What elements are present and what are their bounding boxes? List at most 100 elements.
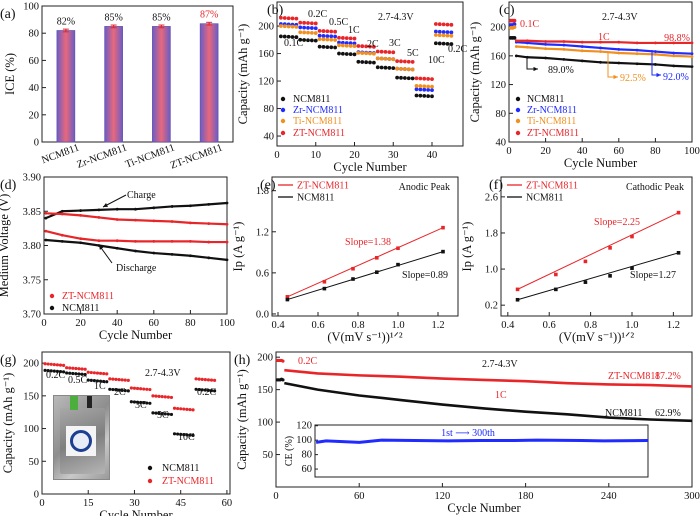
x-axis-title: Cycle Number	[333, 160, 407, 174]
data-point-NCM811	[654, 63, 657, 66]
data-point-Ti-NCM811	[445, 33, 450, 38]
data-point-Zr-NCM811	[580, 45, 584, 48]
inset-y-tick-label: 100	[296, 435, 312, 446]
data-point-ZT-NCM811	[285, 295, 290, 299]
data-point-ZT-NCM811	[160, 395, 164, 399]
data-point-Ti-NCM811	[387, 57, 392, 61]
data-point-ZT-NCM811	[97, 239, 101, 243]
x-tick-label: 40	[577, 146, 588, 157]
data-point-ZT-NCM811	[514, 39, 518, 43]
retention-label: 62.9%	[655, 408, 681, 419]
x-tick-label: 0.6	[311, 320, 324, 331]
data-point-Ti-NCM811	[321, 37, 326, 42]
data-point-ZT-NCM811	[410, 60, 415, 64]
data-point-ZT-NCM811	[278, 15, 283, 20]
retention-label: 98.8%	[664, 33, 690, 44]
data-point-Zr-NCM811	[309, 26, 314, 30]
legend-label: ZT-NCM811	[162, 476, 214, 487]
data-point-NCM811	[635, 62, 639, 66]
x-tick-label: 30	[388, 150, 399, 161]
data-point-ZT-NCM811	[437, 22, 442, 27]
data-point-Zr-NCM811	[426, 88, 431, 92]
x-tick-label: 40	[427, 150, 438, 161]
y-tick-label: 50	[263, 450, 274, 461]
data-point-ZT-NCM811	[129, 386, 133, 390]
x-axis-title: Cycle Number	[99, 508, 173, 516]
data-point-NCM811	[49, 369, 53, 373]
slope-label: Slope=1.38	[345, 237, 391, 248]
data-point-Zr-NCM811	[512, 22, 517, 27]
data-point-Ti-NCM811	[441, 33, 446, 38]
data-point-ZT-NCM811	[197, 377, 201, 381]
x-axis-title: (V(mV s⁻¹))¹ᐟ²	[327, 330, 403, 344]
data-point-ZT-NCM811	[194, 377, 198, 381]
data-point-NCM811	[285, 297, 290, 302]
data-point-NCM811	[151, 411, 155, 415]
data-point-NCM811	[135, 400, 140, 404]
data-point-NCM811	[52, 369, 56, 373]
data-point-ZT-NCM811	[207, 240, 211, 244]
x-category-label: Ti-NCM811	[124, 142, 176, 170]
y-tick-label: 80	[496, 109, 507, 120]
rate-label: 2C	[367, 39, 379, 50]
x-tick-label: 100	[219, 318, 235, 329]
data-point-Ti-NCM811	[368, 51, 372, 56]
y-tick-label: 0	[34, 490, 39, 501]
data-point-ZT-NCM811	[123, 378, 127, 382]
data-point-NCM811	[182, 432, 186, 437]
inset-y-axis-title: CE (%)	[284, 436, 295, 466]
y-axis-title: Capacity (mAh g⁻¹)	[235, 369, 249, 470]
data-point-ZT-NCM811	[298, 20, 303, 25]
data-point-Ti-NCM811	[395, 66, 400, 71]
y-tick-label: 3.90	[23, 173, 41, 184]
data-point-Zr-NCM811	[302, 25, 307, 30]
legend-label: Zr-NCM811	[293, 105, 343, 116]
data-point-NCM811	[406, 76, 411, 81]
data-point-NCM811	[375, 65, 380, 70]
data-point-ZT-NCM811	[449, 22, 454, 27]
x-tick-label: 60	[149, 318, 160, 329]
data-point-ZT-NCM811	[191, 408, 195, 412]
data-point-Ti-NCM811	[410, 67, 415, 72]
series-label: ZT-NCM811	[608, 371, 660, 382]
peak-type-label: Anodic Peak	[399, 182, 450, 193]
data-point-ZT-NCM811	[206, 378, 211, 382]
data-point-NCM811	[402, 76, 407, 80]
y-tick-label: 200	[490, 23, 506, 34]
x-tick-label: 0.8	[584, 320, 597, 331]
data-point-ZT-NCM811	[360, 44, 365, 49]
data-point-ZT-NCM811	[68, 366, 72, 370]
data-point-ZT-NCM811	[282, 16, 287, 20]
data-point-NCM811	[580, 59, 584, 63]
data-point-NCM811	[441, 249, 445, 254]
data-point-NCM811	[391, 66, 396, 71]
legend-marker	[49, 293, 55, 299]
fit-line-NCM811	[287, 251, 444, 301]
data-point-Ti-NCM811	[437, 33, 442, 38]
x-tick-label: 1.0	[391, 320, 404, 331]
data-point-ZT-NCM811	[356, 44, 361, 48]
bar	[152, 26, 171, 143]
data-point-Ti-NCM811	[294, 24, 299, 29]
data-point-NCM811	[426, 94, 431, 98]
data-point-NCM811	[83, 372, 87, 377]
data-point-NCM811	[281, 378, 285, 382]
data-point-ZT-NCM811	[114, 377, 118, 381]
data-point-NCM811	[129, 400, 133, 404]
x-tick-label: 10	[311, 150, 322, 161]
data-point-NCM811	[157, 411, 161, 415]
x-tick-label: 120	[435, 491, 451, 502]
inset-y-tick-label: 60	[302, 464, 313, 475]
data-point-Zr-NCM811	[525, 41, 529, 45]
data-point-NCM811	[152, 206, 156, 210]
plot-frame	[276, 1, 464, 147]
x-tick-label: 0.8	[351, 320, 364, 331]
data-point-Ti-NCM811	[399, 66, 403, 71]
data-point-NCM811	[360, 60, 365, 64]
data-point-NCM811	[68, 371, 72, 375]
data-point-ZT-NCM811	[433, 22, 438, 26]
arrow-head	[656, 72, 661, 78]
plot-frame	[500, 176, 693, 317]
data-point-NCM811	[98, 379, 103, 383]
